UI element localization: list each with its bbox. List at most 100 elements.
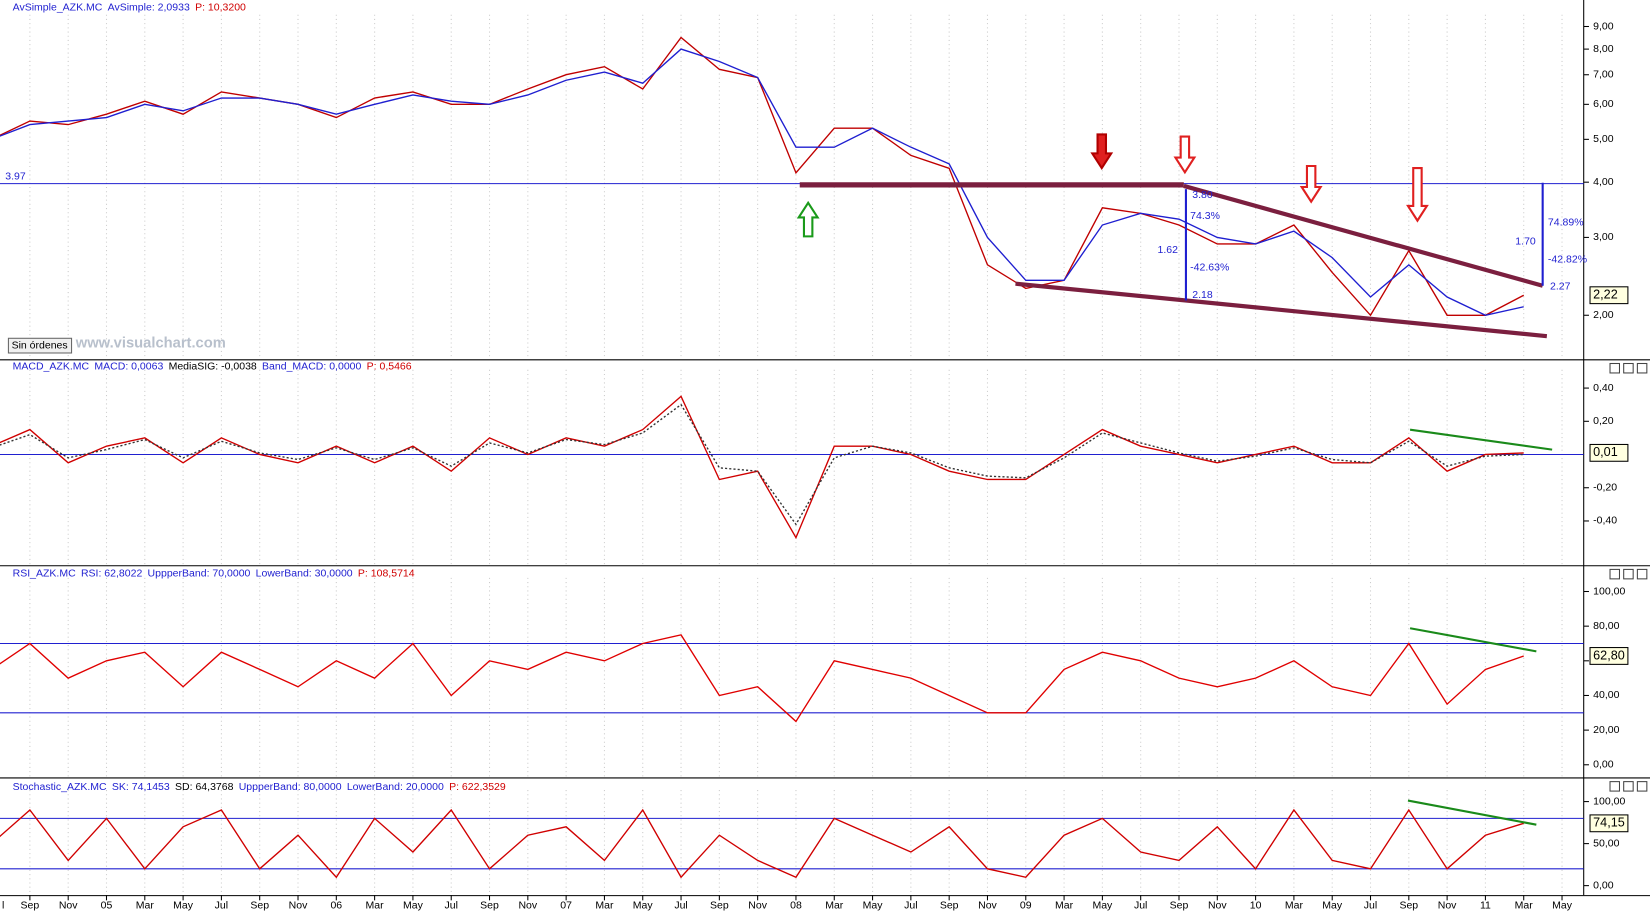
annotation: -42.82% — [1548, 253, 1587, 265]
x-tick-label: Nov — [289, 899, 308, 911]
x-tick-label: Jul — [674, 899, 687, 911]
x-tick-label: 09 — [1020, 899, 1032, 911]
last-value-label: 74,15 — [1593, 816, 1625, 830]
status-box — [7, 337, 73, 354]
header-field: RSI_AZK.MC — [13, 567, 76, 579]
minimize-button[interactable] — [1609, 362, 1621, 374]
window-buttons[interactable] — [1609, 362, 1648, 792]
x-tick-label: Jul — [445, 899, 458, 911]
y-tick-label: 40,00 — [1593, 689, 1619, 701]
up-arrow — [796, 200, 820, 238]
series-line — [0, 403, 1524, 526]
last-value-box — [1589, 443, 1629, 462]
x-tick-label: Nov — [518, 899, 537, 911]
x-tick-label: May — [1552, 899, 1573, 911]
x-tick-label: Sep — [21, 899, 40, 911]
annotation: 1.70 — [1515, 235, 1536, 247]
x-tick-label: Mar — [1515, 899, 1534, 911]
header-field: P: 10,3200 — [195, 1, 246, 13]
divergence-line — [1409, 627, 1537, 653]
x-tick-label: Sep — [710, 899, 729, 911]
panel-header: AvSimple_AZK.MC AvSimple: 2,0933 P: 10,320… — [13, 1, 246, 13]
x-tick-label: Jul — [215, 899, 228, 911]
header-field: SK: 74,1453 — [112, 781, 170, 793]
annotation: 2.27 — [1550, 281, 1571, 293]
watermark: www.visualchart.com — [75, 335, 226, 351]
y-tick-label: -0,20 — [1593, 482, 1617, 494]
x-tick-label: 08 — [790, 899, 802, 911]
header-field: MediaSIG: -0,0038 — [169, 360, 257, 372]
x-tick-label: Nov — [59, 899, 78, 911]
y-tick-label: 5,00 — [1593, 133, 1614, 145]
y-tick-label: 7,00 — [1593, 69, 1614, 81]
header-field: Band_MACD: 0,0000 — [262, 360, 361, 372]
y-tick-label: 4,00 — [1593, 176, 1614, 188]
down-arrow — [1406, 167, 1429, 223]
y-tick-label: 0,00 — [1593, 879, 1614, 891]
x-tick-label: Mar — [825, 899, 844, 911]
header-field: LowerBand: 20,0000 — [347, 781, 444, 793]
panel-header: RSI_AZK.MC RSI: 62,8022 UppperBand: 70,000… — [13, 567, 415, 579]
maximize-button[interactable] — [1623, 362, 1634, 374]
x-tick-label: Nov — [748, 899, 767, 911]
down-arrow — [1299, 164, 1323, 204]
y-tick-label: 20,00 — [1593, 724, 1619, 736]
x-tick-label: Mar — [1285, 899, 1304, 911]
x-tick-label: Nov — [978, 899, 997, 911]
annotation: 74.3% — [1190, 210, 1220, 222]
x-tick-label: May — [173, 899, 194, 911]
last-value-label: 0,01 — [1593, 445, 1618, 459]
x-tick-label: Mar — [1055, 899, 1074, 911]
header-field: P: 0,5466 — [367, 360, 412, 372]
last-value-box — [1589, 814, 1629, 833]
annotations: 3.97 3.80 1.62 -42.63% 74.3% 2.18 1.70 7… — [5, 170, 1587, 301]
x-tick-label: Jul — [1134, 899, 1147, 911]
y-tick-label: 80,00 — [1593, 620, 1619, 632]
x-tick-label: May — [403, 899, 424, 911]
minimize-button[interactable] — [1609, 781, 1621, 792]
x-tick-label: Mar — [136, 899, 155, 911]
arrows — [796, 133, 1544, 301]
x-tick-label: Jul — [904, 899, 917, 911]
maximize-button[interactable] — [1623, 781, 1634, 792]
panel-header: MACD_AZK.MC MACD: 0,0063 MediaSIG: -0,0038… — [13, 360, 412, 372]
x-tick-label: 05 — [101, 899, 113, 911]
x-tick-label: Sep — [1399, 899, 1418, 911]
header-field: Stochastic_AZK.MC — [13, 781, 107, 793]
y-tick-label: 0,40 — [1593, 382, 1614, 394]
close-button[interactable] — [1636, 781, 1648, 792]
y-tick-label: 100,00 — [1593, 585, 1625, 597]
x-tick-label: Sep — [480, 899, 499, 911]
annotation: 2.18 — [1192, 289, 1213, 301]
header-field: MACD: 0,0063 — [94, 360, 163, 372]
annotation: 74.89% — [1548, 217, 1584, 229]
y-tick-label: 8,00 — [1593, 43, 1614, 55]
y-tick-label: 0,20 — [1593, 415, 1614, 427]
header-field: AvSimple: 2,0933 — [108, 1, 190, 13]
x-tick-label: Nov — [1438, 899, 1457, 911]
x-tick-label: l — [2, 899, 4, 911]
x-tick-label: Nov — [1208, 899, 1227, 911]
x-tick-label: Jul — [1364, 899, 1377, 911]
minimize-button[interactable] — [1609, 568, 1621, 580]
divergence-line — [1409, 428, 1553, 451]
close-button[interactable] — [1636, 362, 1648, 374]
header-field: SD: 64,3768 — [175, 781, 234, 793]
y-tick-label: 6,00 — [1593, 98, 1614, 110]
x-tick-label: 11 — [1480, 899, 1491, 911]
annotation: -42.63% — [1190, 262, 1229, 274]
maximize-button[interactable] — [1623, 568, 1634, 580]
x-tick-label: May — [1322, 899, 1343, 911]
x-tick-label: Sep — [940, 899, 959, 911]
annotation: 3.97 — [5, 170, 26, 182]
header-field: MACD_AZK.MC — [13, 360, 90, 372]
header-field: P: 622,3529 — [449, 781, 506, 793]
annotation: 3.80 — [1192, 189, 1213, 201]
close-button[interactable] — [1636, 568, 1648, 580]
x-tick-label: 07 — [560, 899, 572, 911]
header-field: LowerBand: 30,0000 — [256, 567, 353, 579]
down-arrow — [1090, 133, 1114, 171]
down-arrow — [1173, 135, 1197, 175]
